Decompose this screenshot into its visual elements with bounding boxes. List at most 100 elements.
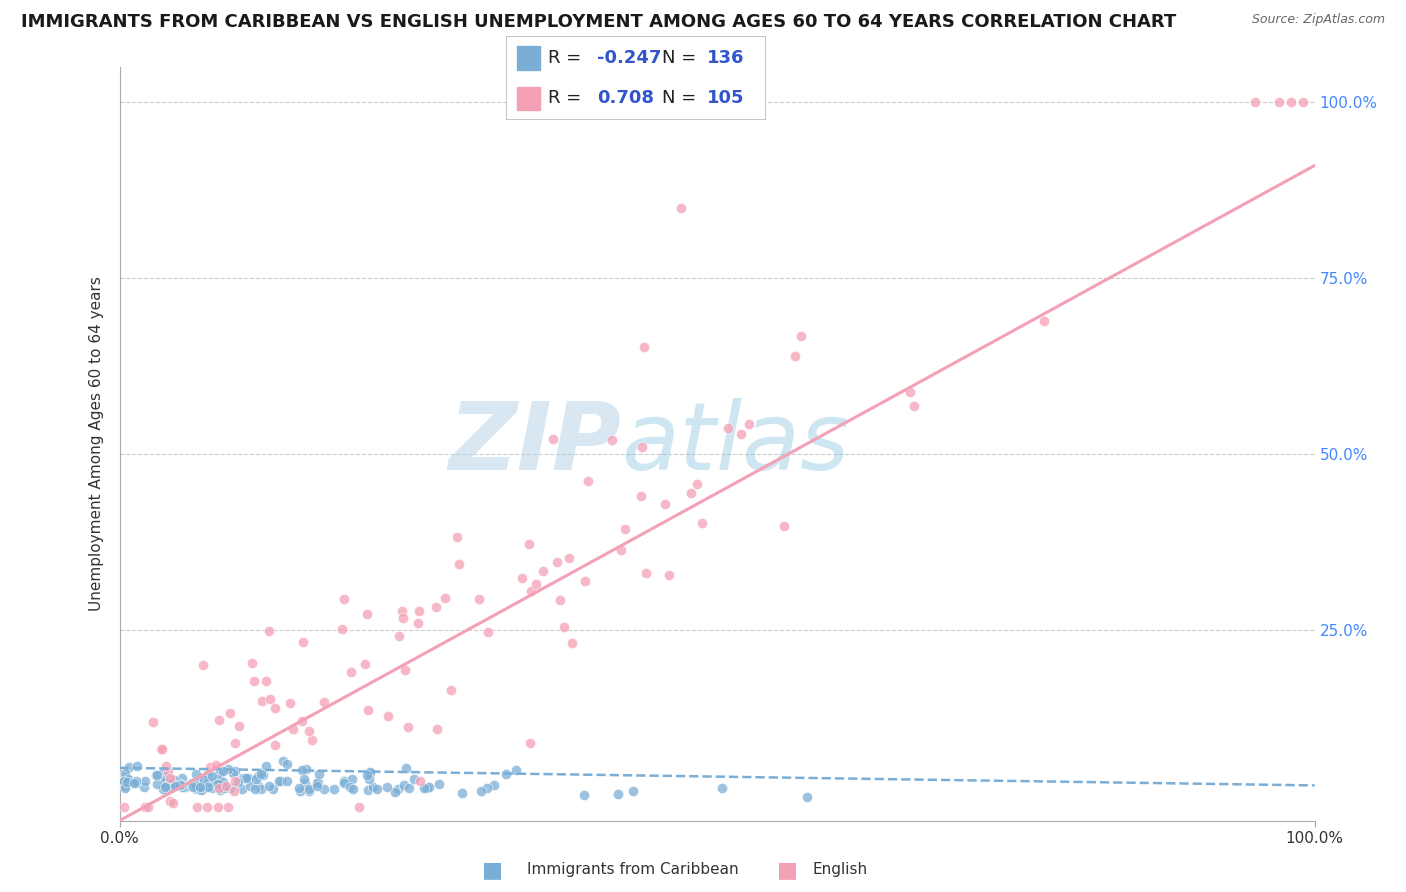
Point (357, 703, 380, 717)
Point (427, 777, 450, 791)
Point (184, 767, 207, 781)
Point (633, 340, 655, 354)
Point (245, 772, 267, 787)
Point (263, 738, 285, 752)
Point (198, 774, 221, 789)
Point (357, 783, 380, 797)
Point (409, 774, 432, 789)
Point (412, 781, 434, 796)
Point (232, 771, 254, 785)
Point (195, 799, 218, 814)
Point (433, 591, 456, 606)
Point (243, 781, 266, 796)
Point (558, 551, 581, 566)
Point (112, 799, 135, 814)
Point (717, 421, 740, 435)
Point (623, 783, 645, 797)
FancyBboxPatch shape (506, 36, 766, 120)
Point (165, 779, 187, 793)
Point (388, 629, 411, 643)
Point (250, 781, 273, 796)
Point (291, 763, 314, 777)
Point (610, 543, 633, 558)
Point (339, 780, 361, 794)
Point (1292, 95, 1315, 109)
Point (153, 764, 176, 779)
Point (186, 775, 208, 789)
Point (710, 780, 733, 795)
Point (517, 537, 540, 551)
Point (524, 576, 547, 591)
Point (124, 774, 146, 789)
Point (415, 780, 437, 795)
Point (262, 781, 284, 796)
Point (366, 782, 388, 797)
Point (375, 780, 398, 795)
Point (505, 763, 527, 777)
Point (269, 773, 291, 788)
Point (271, 754, 294, 768)
Point (243, 674, 266, 689)
Point (205, 758, 228, 772)
Point (114, 780, 136, 795)
Point (224, 735, 246, 749)
Point (402, 772, 425, 786)
Text: ZIP: ZIP (449, 398, 621, 490)
Point (212, 780, 235, 795)
Point (634, 566, 657, 581)
Point (191, 781, 214, 796)
Point (783, 349, 806, 363)
Point (333, 776, 356, 790)
Point (377, 708, 399, 723)
Point (630, 489, 652, 503)
Point (291, 714, 314, 728)
Point (418, 780, 440, 794)
Point (447, 557, 470, 571)
Point (252, 768, 274, 782)
Point (333, 592, 356, 607)
Point (305, 776, 328, 790)
Point (228, 719, 250, 733)
Point (259, 779, 281, 793)
Point (191, 658, 214, 673)
Point (236, 771, 259, 785)
Point (396, 720, 419, 734)
Point (276, 773, 298, 788)
Point (215, 779, 238, 793)
Point (184, 781, 207, 796)
Point (250, 767, 273, 781)
Point (169, 776, 191, 790)
Point (681, 485, 703, 500)
Point (342, 781, 364, 796)
Point (183, 780, 205, 795)
Point (170, 772, 193, 786)
Point (190, 782, 212, 797)
Point (207, 799, 229, 814)
Point (342, 772, 364, 787)
Point (118, 760, 141, 774)
Point (197, 780, 219, 794)
Point (159, 794, 181, 808)
Point (236, 771, 259, 785)
Point (218, 780, 240, 795)
Point (294, 776, 316, 790)
Text: ■: ■ (778, 860, 797, 880)
Point (173, 780, 195, 795)
Point (730, 427, 752, 442)
Point (278, 696, 301, 710)
Point (359, 765, 381, 780)
Point (356, 767, 378, 781)
Point (159, 771, 181, 785)
Point (155, 779, 177, 793)
Point (226, 774, 249, 789)
Point (307, 779, 329, 793)
Point (1244, 95, 1267, 109)
Point (572, 788, 595, 802)
Point (900, 385, 922, 400)
Point (292, 634, 315, 648)
Point (114, 766, 136, 780)
Point (450, 786, 472, 800)
Point (1279, 95, 1302, 109)
Point (157, 765, 180, 780)
Point (149, 742, 172, 756)
